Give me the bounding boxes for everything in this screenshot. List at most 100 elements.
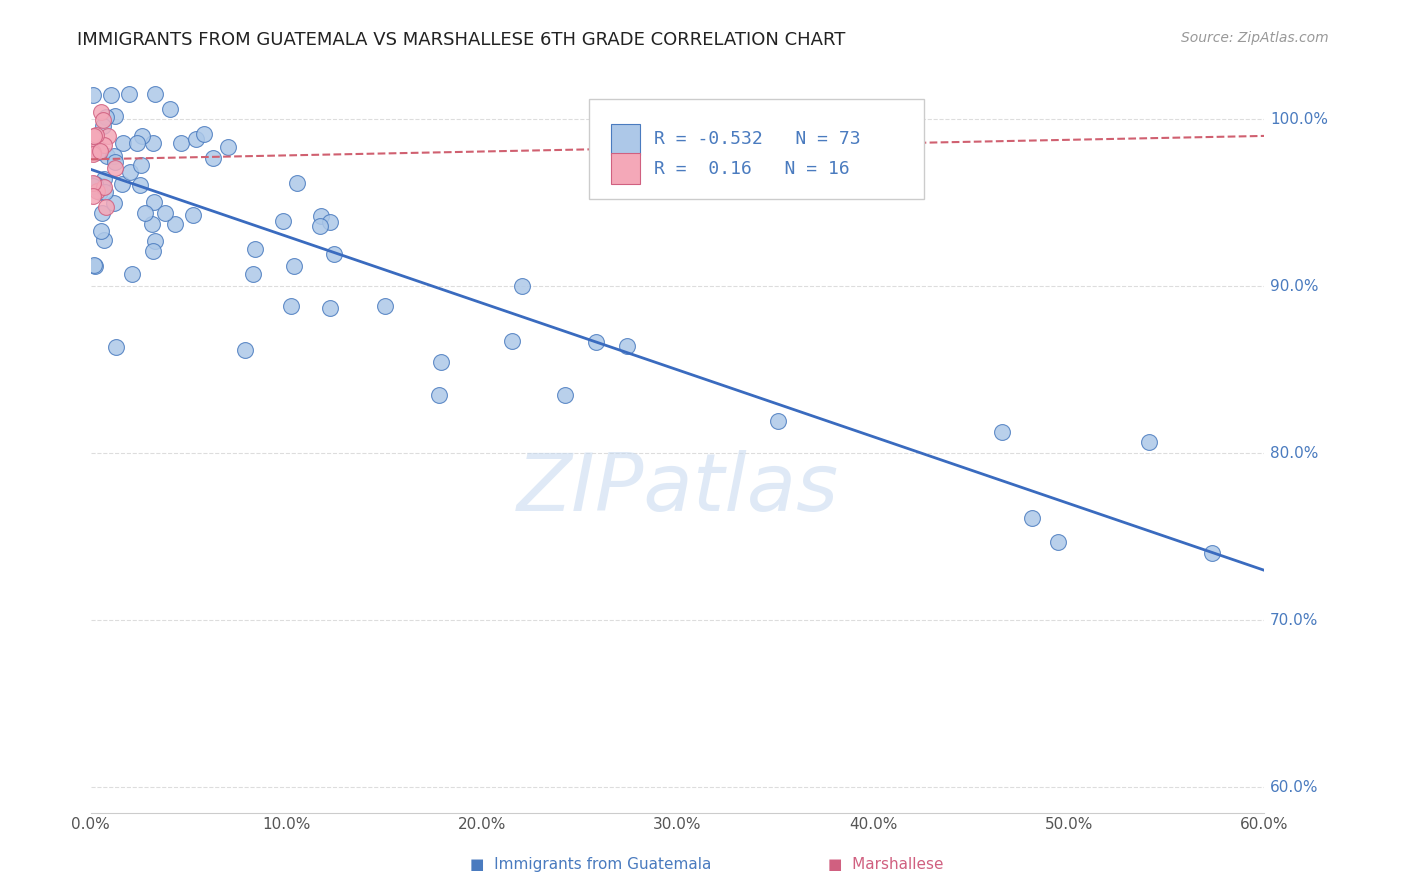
Point [170,136,193,151]
Point [100,88,122,103]
Point [131,129,153,144]
Point [309,219,332,234]
Point [616,339,638,353]
Point [510,279,533,293]
Text: 80.0%: 80.0% [1270,446,1319,461]
Point [82,88,104,103]
Text: ■  Immigrants from Guatemala: ■ Immigrants from Guatemala [470,857,711,872]
Point [1021,510,1043,524]
Point [83,260,105,274]
Point [1046,534,1069,549]
Point [159,102,181,116]
Point [121,267,143,281]
Text: Source: ZipAtlas.com: Source: ZipAtlas.com [1181,31,1329,45]
Point [104,109,127,123]
Point [554,387,576,401]
Point [111,136,134,151]
Point [163,217,186,231]
Point [93,233,115,247]
FancyBboxPatch shape [610,124,640,154]
Text: 70.0%: 70.0% [1270,613,1319,628]
Point [242,267,264,281]
Point [1201,546,1223,560]
Point [86,145,108,159]
Point [120,165,142,179]
Text: 100.0%: 100.0% [1270,112,1329,127]
Text: IMMIGRANTS FROM GUATEMALA VS MARSHALLESE 6TH GRADE CORRELATION CHART: IMMIGRANTS FROM GUATEMALA VS MARSHALLESE… [77,31,845,49]
Point [322,246,344,260]
Point [763,176,786,190]
Point [103,195,125,210]
Point [201,151,224,165]
Point [86,184,108,198]
Point [184,132,207,146]
Point [91,112,114,127]
Point [311,210,333,224]
Point [82,146,104,161]
Point [93,179,115,194]
Text: ZIPatlas: ZIPatlas [516,450,838,528]
Point [93,172,115,186]
Point [143,235,166,249]
Point [84,128,107,142]
Point [129,178,152,192]
Point [83,258,105,272]
Point [94,200,117,214]
Point [94,110,117,124]
Point [103,149,125,163]
Point [90,105,112,120]
Point [83,128,105,143]
Point [142,195,165,210]
Point [217,139,239,153]
Text: 90.0%: 90.0% [1270,279,1319,293]
FancyBboxPatch shape [589,100,924,199]
Point [127,136,149,150]
Point [153,206,176,220]
Point [134,206,156,220]
Point [141,217,163,231]
Point [319,301,342,316]
Point [104,154,127,169]
Point [90,224,112,238]
Point [502,334,524,348]
Point [84,178,107,192]
Point [585,334,607,349]
Point [243,242,266,256]
Point [285,177,308,191]
Point [89,185,111,199]
Point [374,299,396,313]
Point [430,355,453,369]
Text: R = -0.532   N = 73: R = -0.532 N = 73 [654,130,860,148]
Point [233,343,256,358]
Point [82,189,104,203]
Point [89,145,111,159]
Point [82,179,104,194]
Point [193,128,215,142]
Point [82,176,104,190]
Point [91,179,114,194]
Point [104,161,127,176]
Point [118,87,141,102]
Point [319,215,342,229]
Point [91,206,114,220]
Point [129,157,152,171]
Point [427,387,450,401]
Point [145,87,167,102]
Point [766,413,789,427]
Point [93,137,115,152]
Text: R =  0.16   N = 16: R = 0.16 N = 16 [654,160,849,178]
Point [93,186,115,200]
Point [283,259,305,273]
Text: ■  Marshallese: ■ Marshallese [828,857,943,872]
Point [181,208,204,222]
Point [82,145,104,160]
Point [96,149,118,163]
Point [105,340,128,354]
Point [97,128,120,143]
Point [991,425,1014,439]
Text: 60.0%: 60.0% [1270,780,1319,795]
Point [271,214,294,228]
Point [93,120,115,134]
Point [280,299,302,313]
Point [1137,434,1160,449]
